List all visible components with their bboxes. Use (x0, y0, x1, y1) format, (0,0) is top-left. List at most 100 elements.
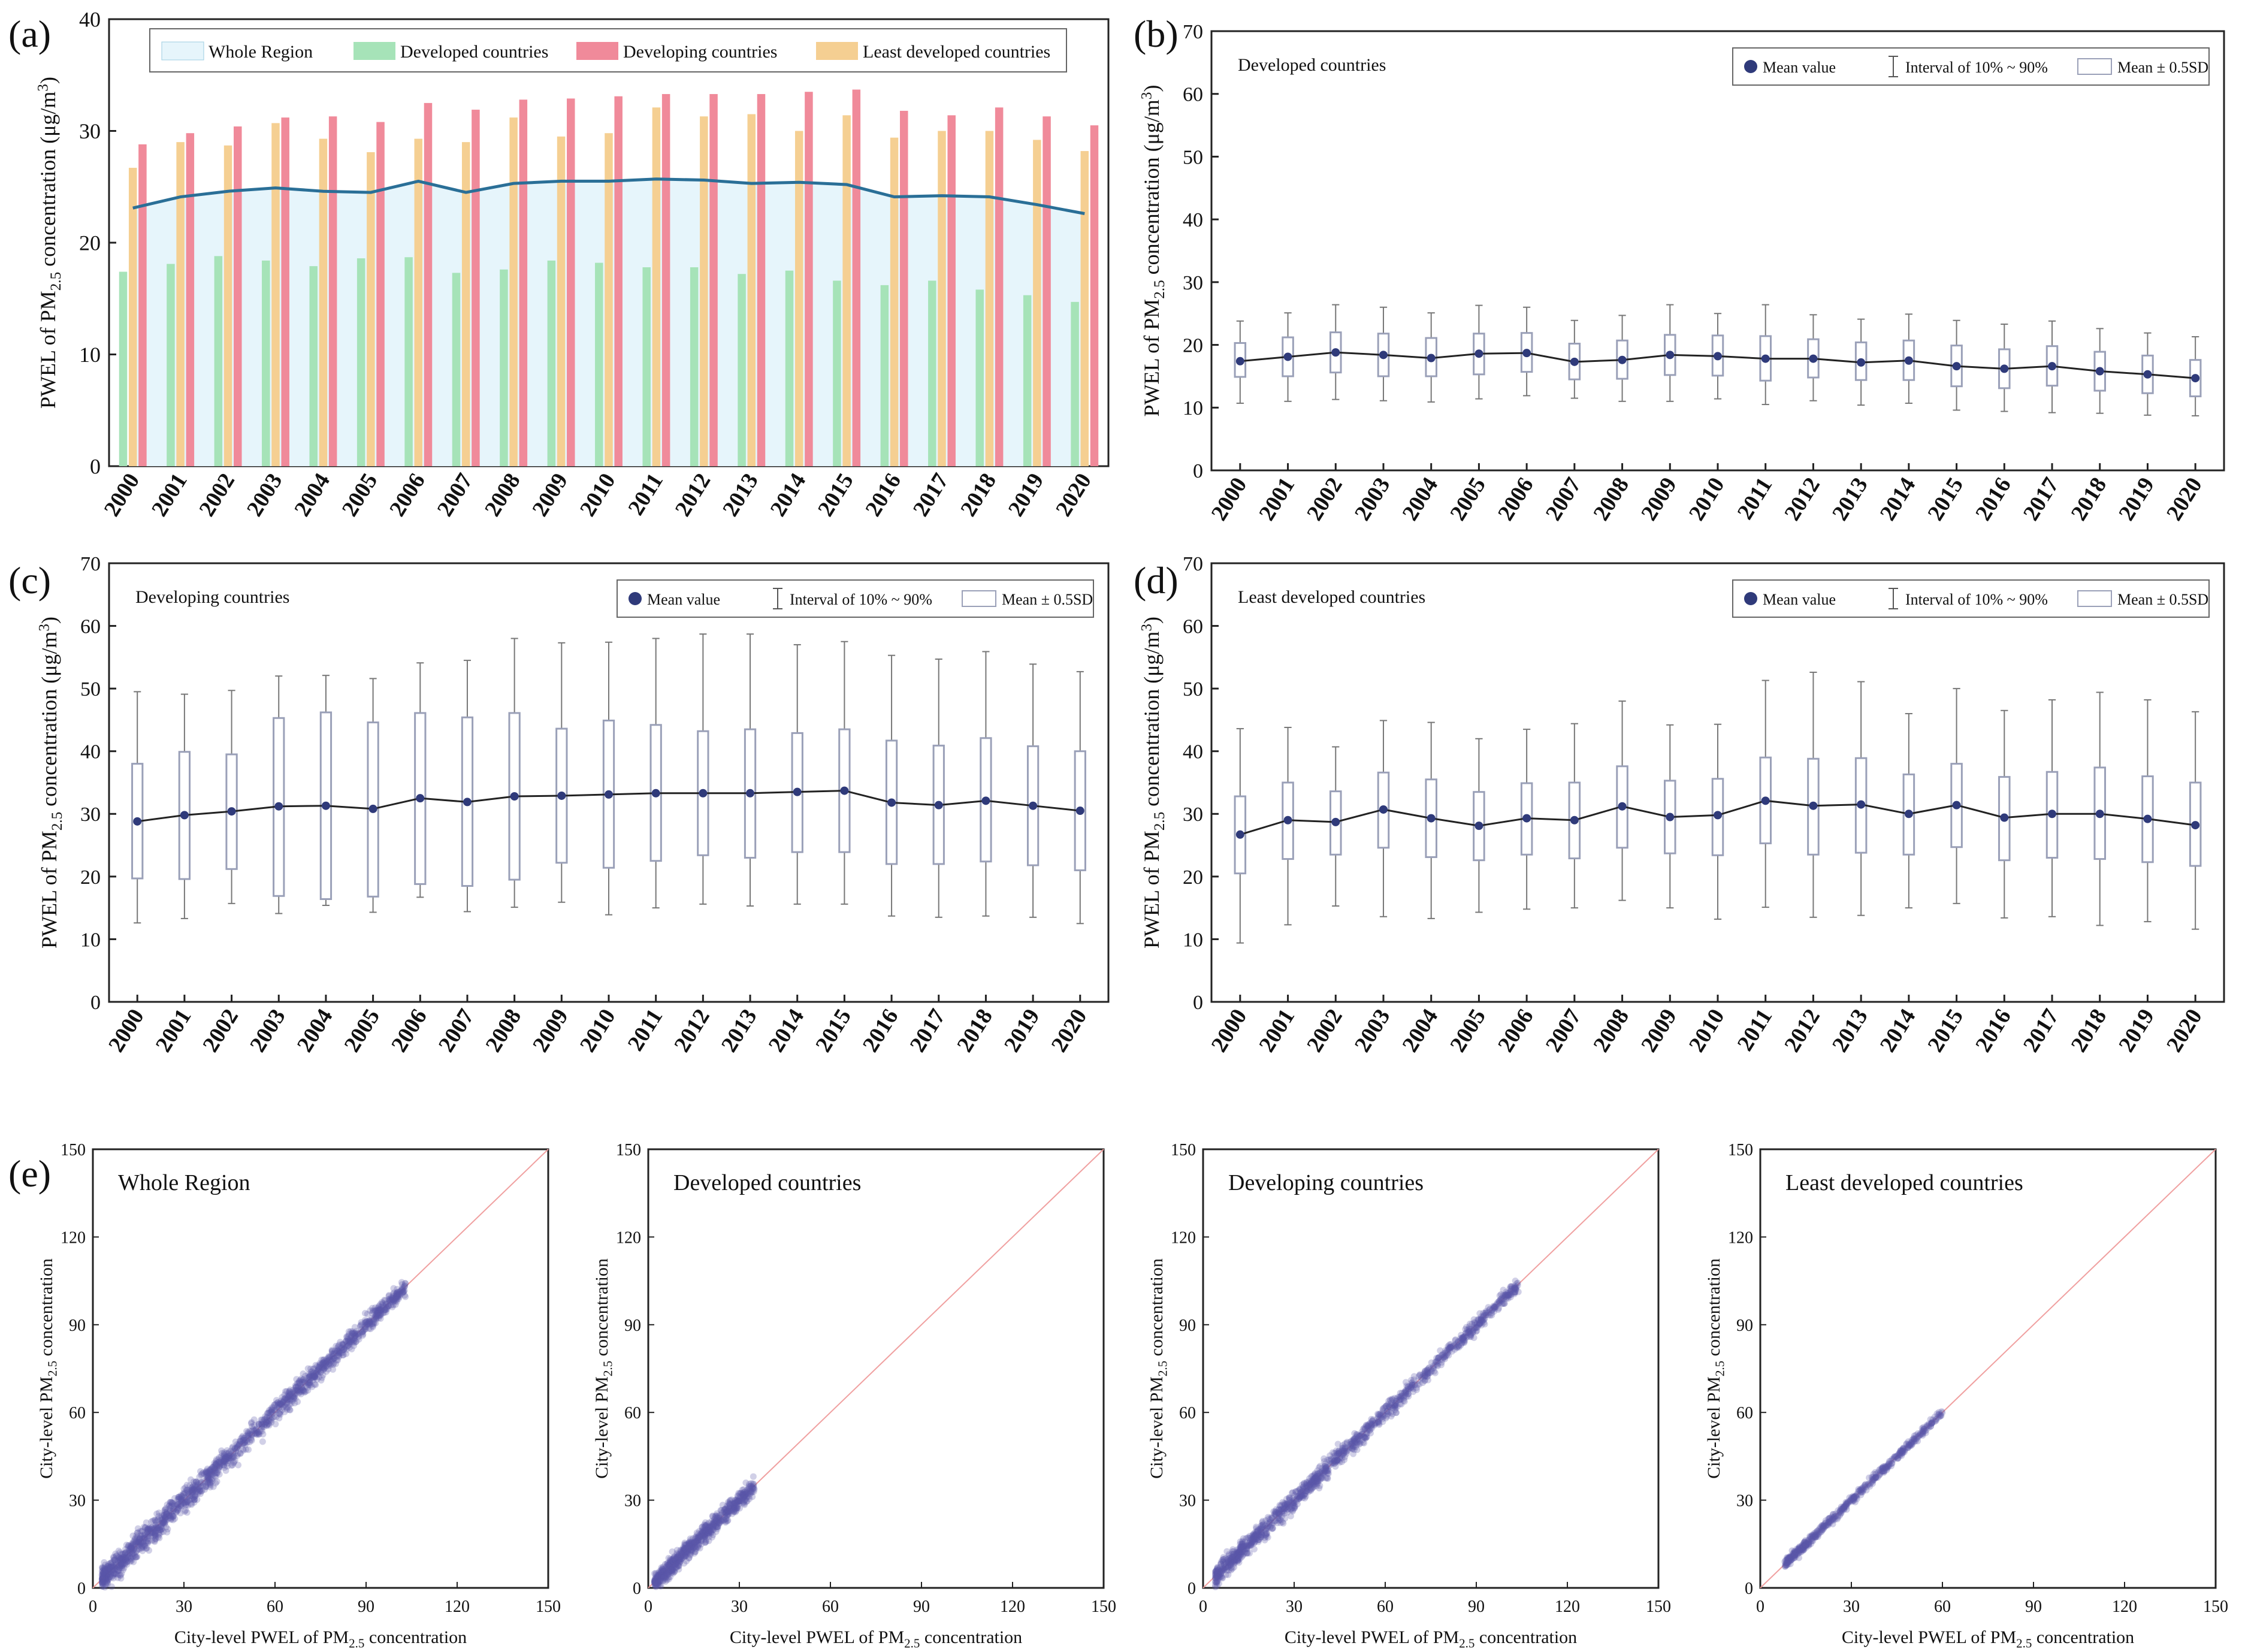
scatter-1-ytick-label: 60 (69, 1404, 86, 1423)
scatter-point (135, 1539, 143, 1546)
scatter-4-ytick-label: 150 (1728, 1141, 1753, 1159)
scatter-1-xlabel-text: City-level PWEL of PM2.5​ concentration (174, 1627, 467, 1651)
scatter-point (182, 1506, 189, 1514)
scatter-point (198, 1488, 205, 1495)
scatter-point (117, 1572, 124, 1579)
bar-least-developed-countries (271, 123, 280, 466)
panel-b-mean-dot (1522, 349, 1531, 358)
scatter-point (293, 1376, 300, 1383)
scatter-point (317, 1363, 324, 1370)
panel-a-xtick-label: 2017 (908, 469, 954, 521)
panel-b-mean-dot (1952, 362, 1961, 371)
scatter-point (1872, 1469, 1879, 1476)
scatter-point (325, 1366, 332, 1373)
scatter-point (282, 1396, 289, 1403)
scatter-point (212, 1461, 219, 1468)
scatter-point (378, 1298, 385, 1306)
scatter-point (201, 1470, 208, 1478)
bar-least-developed-countries (1033, 140, 1041, 467)
scatter-point (156, 1526, 164, 1533)
scatter-point (319, 1359, 327, 1366)
scatter-point (392, 1291, 400, 1298)
scatter-point (318, 1376, 325, 1384)
scatter-point (263, 1421, 270, 1428)
bar-least-developed-countries (938, 131, 946, 466)
scatter-point (158, 1523, 165, 1530)
scatter-point (122, 1550, 129, 1557)
panel-d-mean-dot (2095, 810, 2104, 819)
scatter-point (188, 1492, 195, 1499)
scatter-point (184, 1499, 191, 1506)
scatter-point (1879, 1464, 1886, 1472)
scatter-point (374, 1304, 382, 1312)
panel-c-mean-dot (368, 804, 377, 813)
scatter-point (101, 1562, 108, 1569)
bar-developed-countries (785, 270, 794, 466)
scatter-point (364, 1320, 371, 1327)
scatter-point (207, 1484, 214, 1491)
scatter-point (151, 1529, 158, 1536)
scatter-point (376, 1306, 383, 1313)
scatter-point (155, 1513, 162, 1520)
scatter-3-xtick-label: 90 (1468, 1597, 1485, 1616)
scatter-point (245, 1432, 252, 1439)
scatter-point (141, 1524, 149, 1531)
scatter-point (151, 1532, 158, 1539)
scatter-point (377, 1301, 384, 1308)
scatter-point (163, 1508, 170, 1515)
panel-d-mean-dot (2143, 814, 2152, 823)
scatter-point (101, 1574, 108, 1581)
scatter-point (252, 1429, 259, 1436)
scatter-point (206, 1479, 213, 1486)
panel-b-ytick-label: 30 (1183, 272, 1203, 294)
scatter-point (196, 1486, 203, 1493)
panel-b-mean-dot (1235, 357, 1244, 366)
scatter-point (375, 1310, 382, 1317)
scatter-point (353, 1331, 361, 1338)
scatter-point (99, 1567, 106, 1574)
scatter-4-xtick-label: 150 (2203, 1597, 2228, 1616)
legend-swatch (576, 42, 618, 60)
scatter-point (207, 1479, 214, 1486)
scatter-3-xtick-label: 120 (1555, 1597, 1580, 1616)
scatter-point (357, 1322, 364, 1329)
scatter-point (350, 1335, 358, 1342)
scatter-point (295, 1378, 303, 1385)
scatter-point (177, 1495, 185, 1502)
scatter-point (125, 1547, 132, 1554)
scatter-point (150, 1524, 158, 1532)
panel-d-legend: Mean value Interval of 10% ~ 90% Mean ± 0.… (1732, 579, 2210, 618)
scatter-point (125, 1554, 132, 1562)
scatter-point (112, 1560, 119, 1567)
scatter-point (244, 1439, 251, 1446)
scatter-point (348, 1339, 355, 1346)
scatter-point (717, 1506, 724, 1514)
scatter-point (258, 1424, 265, 1431)
scatter-point (181, 1497, 188, 1504)
scatter-point (99, 1578, 106, 1585)
scatter-point (382, 1303, 389, 1310)
scatter-point (280, 1403, 287, 1411)
bar-developed-countries (214, 256, 223, 466)
scatter-point (1437, 1347, 1444, 1354)
scatter-point (312, 1361, 319, 1369)
scatter-point (367, 1318, 374, 1325)
scatter-point (310, 1372, 317, 1379)
scatter-point (238, 1434, 246, 1441)
scatter-point (306, 1373, 313, 1381)
scatter-point (744, 1490, 751, 1497)
scatter-point (327, 1353, 334, 1360)
scatter-point (669, 1548, 676, 1556)
bar-least-developed-countries (890, 137, 899, 466)
panel-b-xtick-label: 2002 (1302, 473, 1347, 526)
scatter-point (296, 1379, 303, 1387)
scatter-point (129, 1553, 137, 1560)
scatter-point (136, 1535, 143, 1542)
panel-b-title: Developed countries (1238, 55, 1386, 75)
scatter-point (294, 1388, 301, 1395)
scatter-point (119, 1556, 126, 1563)
bar-developing-countries (328, 116, 337, 466)
scatter-point (300, 1387, 307, 1394)
scatter-point (99, 1577, 107, 1584)
scatter-point (385, 1303, 392, 1310)
